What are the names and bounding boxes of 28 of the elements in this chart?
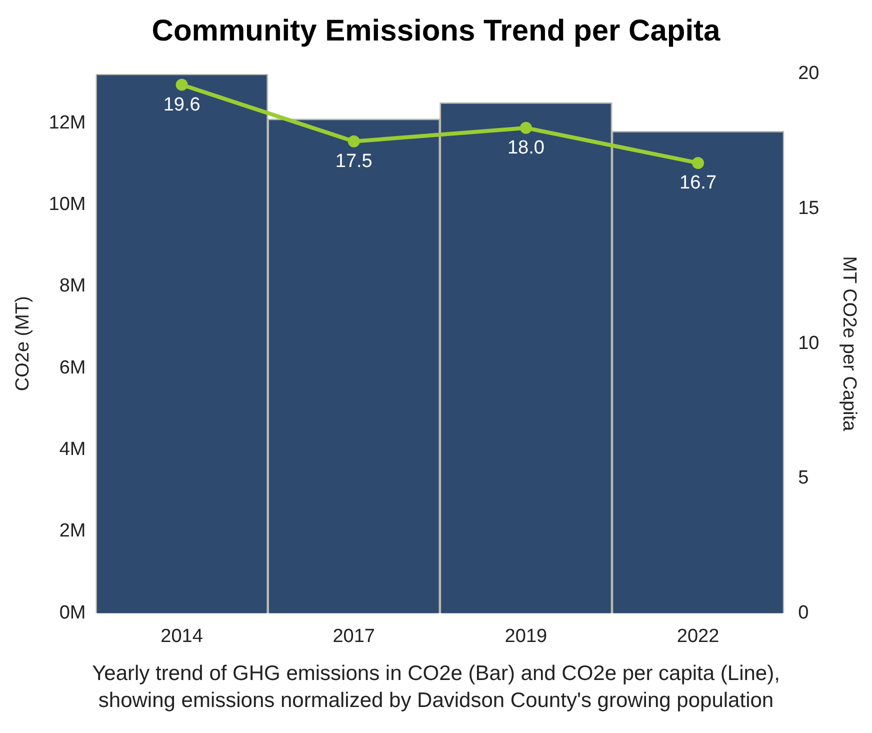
y-tick-label: 8M (59, 276, 86, 297)
y2-axis-title: MT CO2e per Capita (838, 256, 860, 432)
y-tick-label: 10M (48, 194, 86, 215)
y-tick-label: 4M (59, 439, 86, 460)
x-tick-label: 2022 (676, 626, 720, 647)
point (176, 78, 188, 91)
data-label: 16.7 (680, 172, 717, 194)
y2-tick-label: 10 (798, 332, 820, 354)
y-axis-title: CO2e (MT) (12, 296, 34, 392)
x-tick-label: 2019 (504, 626, 548, 647)
data-label: 17.5 (335, 151, 372, 172)
point (692, 156, 704, 169)
y-tick-label: 2M (59, 520, 86, 542)
y2-tick-label: 0 (798, 602, 809, 624)
chart-title: Community Emissions Trend per Capita (152, 14, 721, 48)
y-tick-label: 6M (59, 357, 86, 378)
text: Yearly trend of GHG emissions in CO2e (Bar) and CO2e per capita (Line), showing emissions normalized by Davidson County's growing population (91, 661, 781, 714)
y2-tick-label: 15 (798, 198, 820, 220)
data-label: 19.6 (163, 94, 200, 116)
y-tick-label: 0M (59, 602, 86, 624)
x-tick-label: 2017 (332, 626, 376, 647)
point (348, 135, 360, 148)
data-label: 18.0 (507, 138, 544, 159)
x-tick-label: 2014 (160, 626, 204, 647)
y2-tick-label: 5 (798, 468, 809, 489)
point (520, 122, 532, 134)
y2-tick-label: 20 (798, 63, 820, 84)
y-tick-label: 12M (48, 112, 86, 134)
